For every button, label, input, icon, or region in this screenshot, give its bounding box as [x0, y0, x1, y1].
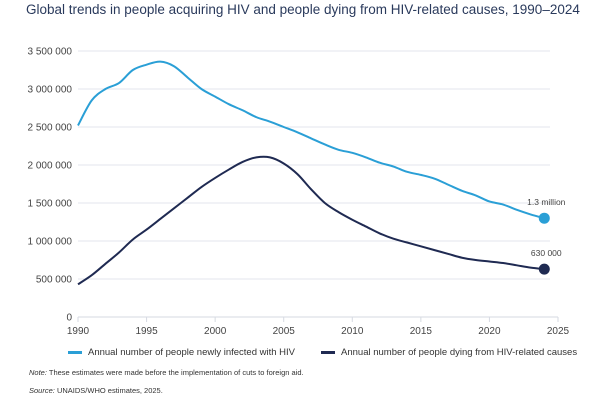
- legend: Annual number of people newly infected w…: [68, 347, 577, 358]
- note: Note: These estimates were made before t…: [29, 368, 304, 377]
- x-tick-label: 2000: [204, 326, 227, 337]
- end-label-deaths: 630 000: [531, 248, 562, 258]
- y-tick-label: 500 000: [36, 275, 73, 286]
- x-tick-label: 2015: [410, 326, 433, 337]
- x-tick-label: 1990: [67, 326, 90, 337]
- y-tick-label: 2 500 000: [28, 123, 73, 134]
- x-axis: 1990 1995 2000 2005 2010 2015 2020 2025: [67, 316, 570, 337]
- note-label: Note:: [29, 368, 47, 377]
- series-line-infections: [77, 60, 545, 220]
- y-tick-label: 1 000 000: [28, 237, 73, 248]
- x-tick-label: 2010: [341, 326, 364, 337]
- x-tick-label: 1995: [135, 326, 158, 337]
- legend-item-deaths: Annual number of people dying from HIV-r…: [321, 347, 577, 358]
- chart-title: Global trends in people acquiring HIV an…: [26, 2, 580, 17]
- y-tick-label: 3 500 000: [28, 47, 73, 58]
- source-label: Source:: [29, 386, 55, 395]
- note-text: These estimates were made before the imp…: [46, 368, 304, 377]
- end-marker-deaths: [538, 263, 550, 275]
- series-lines: [77, 60, 545, 286]
- end-markers: 1.3 million 630 000: [527, 197, 566, 275]
- x-tick-label: 2025: [547, 326, 570, 337]
- legend-label-deaths: Annual number of people dying from HIV-r…: [341, 347, 578, 358]
- y-axis-ticks: 0 500 000 1 000 000 1 500 000 2 000 000 2 500…: [28, 47, 73, 324]
- x-tick-label: 2005: [273, 326, 296, 337]
- legend-swatch-deaths: [321, 351, 336, 354]
- end-marker-infections: [538, 212, 550, 224]
- y-tick-label: 1 500 000: [28, 199, 73, 210]
- legend-swatch-infections: [68, 351, 82, 354]
- gridlines: [78, 50, 550, 280]
- source: Source: UNAIDS/WHO estimates, 2025.: [29, 386, 163, 395]
- y-tick-label: 2 000 000: [28, 161, 73, 172]
- end-label-infections: 1.3 million: [527, 197, 566, 207]
- series-line-deaths: [77, 155, 545, 286]
- y-tick-label: 3 000 000: [28, 85, 73, 96]
- y-tick-label: 0: [66, 313, 72, 324]
- legend-item-infections: Annual number of people newly infected w…: [68, 347, 295, 358]
- source-text: UNAIDS/WHO estimates, 2025.: [54, 386, 163, 395]
- x-tick-label: 2020: [478, 326, 501, 337]
- legend-label-infections: Annual number of people newly infected w…: [88, 347, 296, 358]
